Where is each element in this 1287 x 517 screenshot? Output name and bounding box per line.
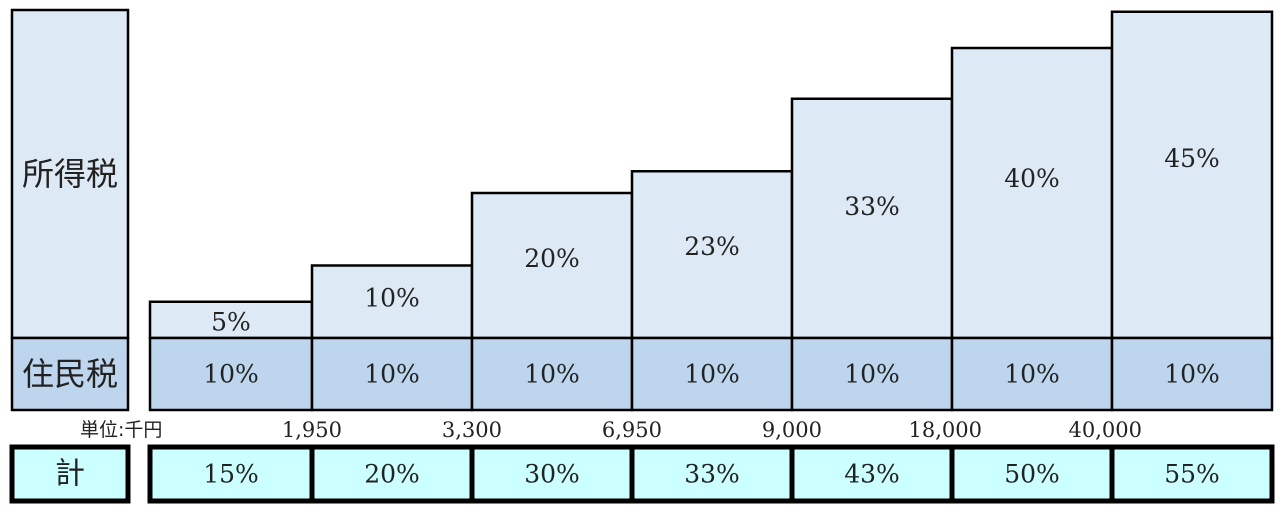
- threshold-tick-label: 18,000: [909, 418, 982, 442]
- resident-tax-label: 住民税: [22, 355, 118, 393]
- total-rate-label: 50%: [1004, 460, 1060, 489]
- threshold-tick-label: 1,950: [282, 418, 342, 442]
- resident-tax-rate-label: 10%: [203, 360, 259, 389]
- resident-tax-rate-label: 10%: [364, 360, 420, 389]
- income-tax-rate-label: 5%: [211, 308, 251, 337]
- total-rate-label: 20%: [364, 460, 420, 489]
- resident-tax-rate-label: 10%: [684, 360, 740, 389]
- total-header-cell: [9, 444, 131, 504]
- threshold-tick-label: 9,000: [762, 418, 822, 442]
- income-tax-bar: [470, 191, 634, 340]
- total-rate-cell: [1109, 444, 1275, 504]
- threshold-tick-label: 6,950: [602, 418, 662, 442]
- total-rate-label: 15%: [203, 460, 259, 489]
- resident-tax-rate-label: 10%: [524, 360, 580, 389]
- total-rate-label: 30%: [524, 460, 580, 489]
- income-tax-rate-label: 23%: [684, 232, 740, 261]
- threshold-tick-label: 40,000: [1069, 418, 1142, 442]
- resident-tax-bar: [310, 336, 474, 412]
- income-tax-rate-label: 20%: [524, 244, 580, 273]
- total-rate-cell: [469, 444, 635, 504]
- income-tax-rate-label: 40%: [1004, 164, 1060, 193]
- total-rate-cell: [309, 444, 475, 504]
- income-tax-rate-label: 10%: [364, 284, 420, 313]
- resident-tax-header-cell: [10, 336, 130, 412]
- chart-marks: 5% 10% 15% 10% 10% 20% 20% 10% 30% 23% 10% 33% 33% 10…: [147, 10, 1275, 504]
- income-tax-bar: [1110, 10, 1274, 340]
- income-tax-rate-label: 33%: [844, 192, 900, 221]
- resident-tax-bar: [1110, 336, 1274, 412]
- unit-label: 単位:千円: [80, 419, 162, 441]
- total-rate-cell: [949, 444, 1115, 504]
- total-label: 計: [55, 457, 85, 492]
- income-tax-bar: [790, 97, 954, 340]
- resident-tax-rate-label: 10%: [1164, 360, 1220, 389]
- income-tax-rate-label: 45%: [1164, 144, 1220, 173]
- resident-tax-rate-label: 10%: [1004, 360, 1060, 389]
- resident-tax-bar: [148, 336, 314, 412]
- total-rate-label: 43%: [844, 460, 900, 489]
- total-rate-label: 55%: [1164, 460, 1220, 489]
- income-tax-label: 所得税: [22, 155, 118, 193]
- resident-tax-bar: [790, 336, 954, 412]
- income-tax-bar: [950, 46, 1114, 340]
- resident-tax-bar: [630, 336, 794, 412]
- resident-tax-bar: [950, 336, 1114, 412]
- threshold-tick-label: 3,300: [442, 418, 502, 442]
- resident-tax-rate-label: 10%: [844, 360, 900, 389]
- total-rate-label: 33%: [684, 460, 740, 489]
- income-tax-header-cell: [10, 8, 130, 340]
